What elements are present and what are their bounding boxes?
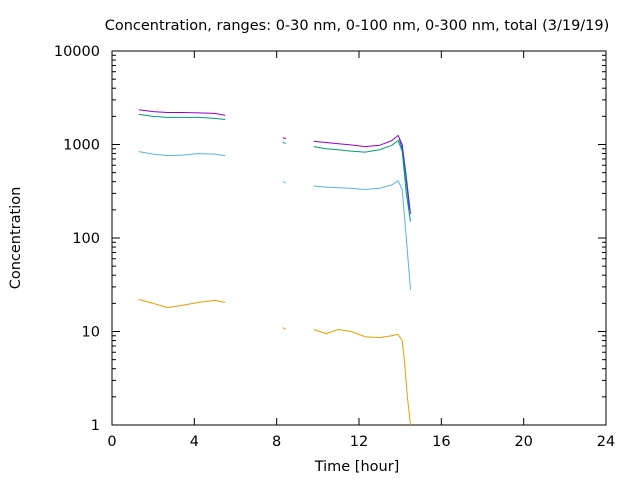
y-tick-label: 10 bbox=[82, 325, 100, 341]
x-tick-label: 8 bbox=[272, 434, 281, 450]
plot-area bbox=[111, 50, 607, 426]
series-segment bbox=[313, 329, 411, 426]
x-tick-label: 24 bbox=[597, 434, 615, 450]
series-segment bbox=[282, 137, 287, 139]
series-segment bbox=[313, 140, 411, 222]
series-line-3 bbox=[138, 109, 411, 215]
x-tick-label: 16 bbox=[432, 434, 450, 450]
series-segment bbox=[282, 327, 287, 330]
x-axis-label: Time [hour] bbox=[314, 459, 400, 475]
series-segment bbox=[313, 180, 411, 290]
chart-title: Concentration, ranges: 0-30 nm, 0-100 nm… bbox=[105, 18, 610, 34]
y-axis-label: Concentration bbox=[8, 187, 24, 290]
x-tick-label: 20 bbox=[514, 434, 532, 450]
x-tick-label: 4 bbox=[190, 434, 199, 450]
series-layer bbox=[138, 109, 411, 426]
series-segment bbox=[282, 142, 287, 144]
y-tick-label: 1 bbox=[91, 418, 100, 434]
series-segment bbox=[398, 138, 410, 210]
series-segment bbox=[138, 113, 226, 120]
series-segment bbox=[138, 299, 226, 309]
y-tick-label: 1000 bbox=[63, 138, 100, 154]
y-tick-label: 100 bbox=[72, 231, 100, 247]
x-tick-label: 12 bbox=[350, 434, 368, 450]
series-line-2 bbox=[138, 113, 411, 222]
x-axis: 0 4 8 12 16 20 24 bbox=[107, 51, 615, 450]
series-segment bbox=[138, 151, 226, 157]
series-line-0 bbox=[138, 299, 411, 426]
series-segment bbox=[282, 181, 287, 184]
series-segment bbox=[138, 109, 226, 116]
x-tick-label: 0 bbox=[107, 434, 116, 450]
y-axis: 1 10 100 1000 10000 bbox=[54, 44, 606, 434]
series-line-4 bbox=[398, 138, 410, 210]
plot-border bbox=[111, 50, 607, 426]
series-line-1 bbox=[138, 151, 411, 290]
y-tick-label: 10000 bbox=[54, 44, 100, 60]
series-segment bbox=[313, 134, 411, 215]
